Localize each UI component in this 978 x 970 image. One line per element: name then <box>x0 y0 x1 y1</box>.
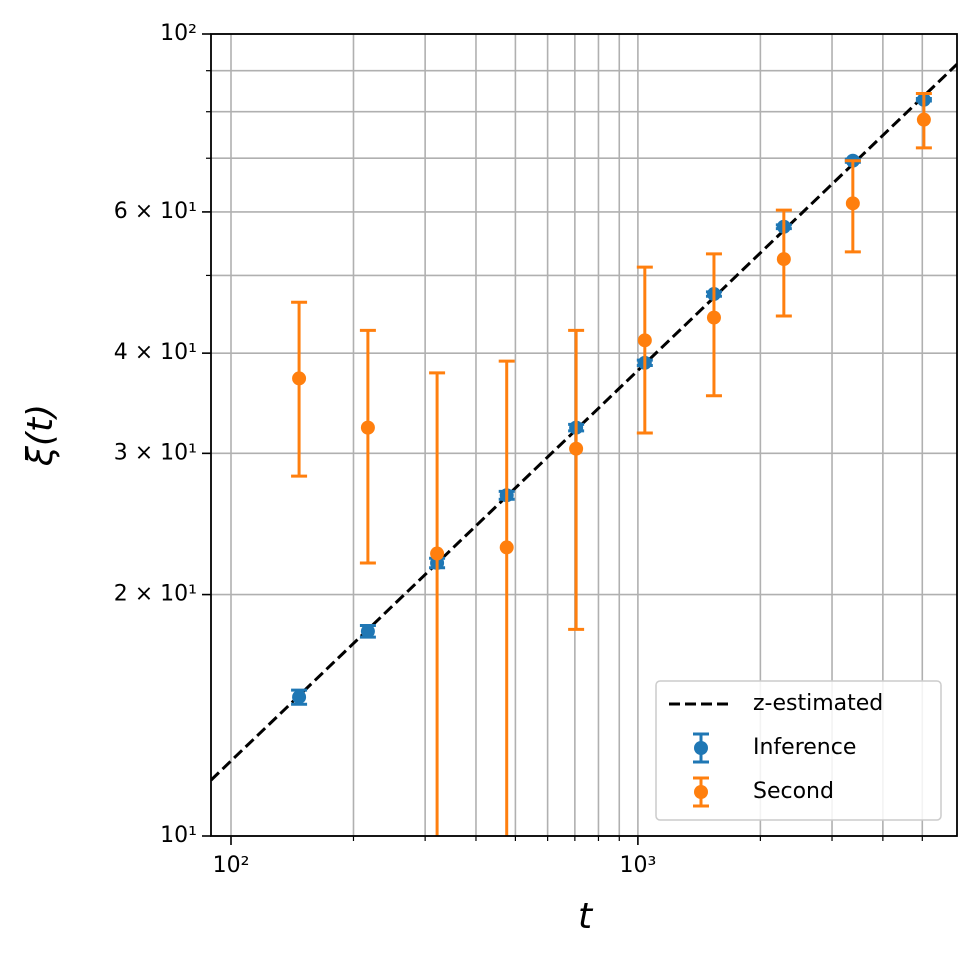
point <box>292 371 307 386</box>
point <box>499 540 514 555</box>
point <box>637 333 652 348</box>
point <box>569 441 584 456</box>
point <box>430 546 445 561</box>
point <box>706 310 721 325</box>
y-tick-label: 10² <box>160 21 197 46</box>
y-tick-label: 6 × 10¹ <box>114 199 197 224</box>
legend-label: Second <box>753 779 834 804</box>
legend-swatch <box>694 785 708 799</box>
legend-label: z-estimated <box>753 691 883 716</box>
y-tick-label: 2 × 10¹ <box>114 582 197 607</box>
x-tick-label: 10² <box>213 853 250 878</box>
error-bar <box>705 252 722 398</box>
point <box>776 252 791 267</box>
legend-label: Inference <box>753 735 856 760</box>
point <box>360 624 375 639</box>
error-bar <box>291 300 308 478</box>
legend-box <box>655 680 942 821</box>
point <box>916 112 931 127</box>
error-bar <box>498 359 515 836</box>
x-axis-label: t <box>578 896 594 937</box>
y-axis-label: ξ(t) <box>20 404 61 467</box>
fit-line <box>211 63 957 782</box>
legend-swatch <box>694 741 708 755</box>
y-tick-label: 4 × 10¹ <box>114 340 197 365</box>
point <box>292 690 307 705</box>
plot-area <box>211 63 957 836</box>
x-tick-label: 10³ <box>619 853 656 878</box>
plot-frame <box>210 33 958 837</box>
point <box>360 420 375 435</box>
legend: z-estimated Inference Second <box>655 680 942 821</box>
y-tick-label: 10¹ <box>160 823 197 848</box>
error-bar <box>429 371 446 836</box>
y-tick-label: 3 × 10¹ <box>114 440 197 465</box>
error-bar <box>636 265 653 435</box>
point <box>845 196 860 211</box>
error-bar <box>568 328 585 631</box>
error-bar <box>359 328 376 565</box>
